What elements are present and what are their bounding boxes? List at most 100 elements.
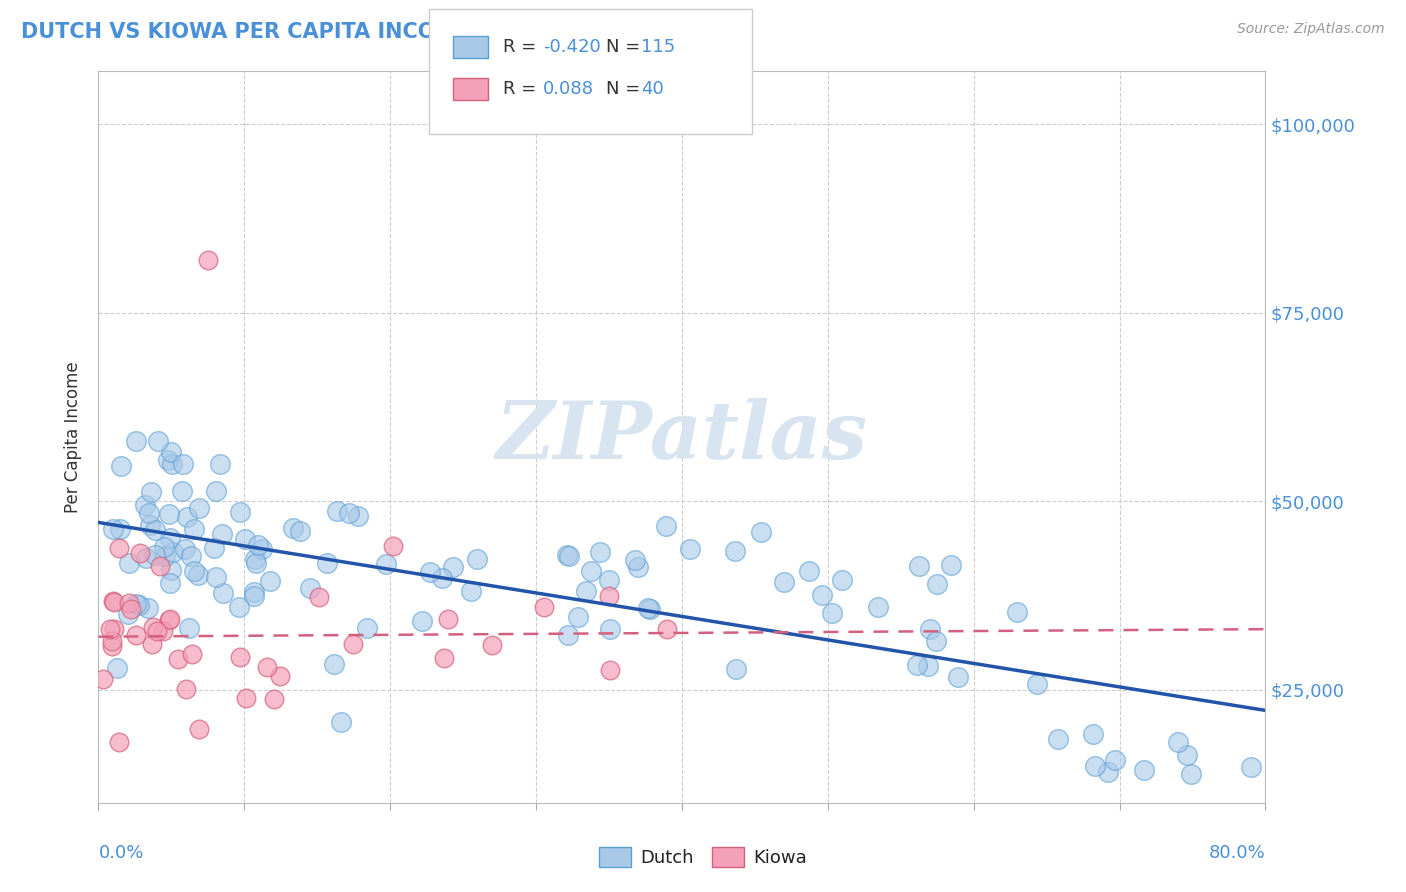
Point [245, 557, 267, 571]
Point [1104, 753, 1126, 767]
Point [180, 549, 202, 563]
Point [1081, 727, 1104, 741]
Point [157, 507, 180, 521]
Point [229, 649, 252, 664]
Point [157, 613, 180, 627]
Text: R =: R = [503, 38, 543, 56]
Point [298, 581, 321, 595]
Point [108, 541, 131, 555]
Point [1026, 677, 1049, 691]
Text: DUTCH VS KIOWA PER CAPITA INCOME CORRELATION CHART: DUTCH VS KIOWA PER CAPITA INCOME CORRELA… [21, 22, 727, 42]
Point [411, 614, 433, 628]
Point [821, 606, 844, 620]
Point [433, 651, 456, 665]
Text: R =: R = [503, 80, 548, 98]
Point [188, 722, 211, 736]
Point [101, 639, 124, 653]
Point [103, 622, 125, 636]
Point [437, 612, 460, 626]
Point [183, 565, 205, 579]
Point [101, 522, 124, 536]
Point [120, 602, 142, 616]
Text: 0.088: 0.088 [543, 80, 593, 98]
Point [159, 531, 181, 545]
Point [598, 589, 620, 603]
Point [157, 453, 180, 467]
Point [941, 558, 963, 572]
Point [91, 672, 114, 686]
Text: N =: N = [606, 38, 645, 56]
Point [228, 600, 250, 615]
Point [259, 574, 281, 588]
Point [346, 509, 368, 524]
Point [308, 591, 330, 605]
Point [159, 576, 181, 591]
Point [441, 559, 464, 574]
Point [797, 564, 820, 578]
Point [143, 548, 166, 562]
Point [108, 735, 131, 749]
Point [533, 600, 555, 615]
Point [638, 601, 661, 615]
Legend: Dutch, Kiowa: Dutch, Kiowa [592, 839, 814, 874]
Point [624, 553, 647, 567]
Point [1046, 732, 1069, 747]
Point [245, 551, 267, 566]
Point [1175, 748, 1198, 763]
Point [176, 510, 198, 524]
Point [1005, 605, 1028, 619]
Point [187, 567, 209, 582]
Point [1167, 735, 1189, 749]
Point [135, 551, 157, 566]
Point [125, 628, 148, 642]
Point [250, 541, 273, 556]
Point [181, 648, 204, 662]
Point [337, 506, 360, 520]
Point [247, 538, 270, 552]
Point [948, 670, 970, 684]
Point [160, 445, 183, 459]
Point [229, 506, 252, 520]
Point [197, 252, 219, 267]
Point [375, 557, 398, 571]
Point [172, 483, 194, 498]
Point [724, 543, 747, 558]
Point [598, 573, 620, 587]
Point [599, 663, 621, 677]
Point [831, 573, 853, 587]
Point [117, 607, 139, 621]
Point [143, 523, 166, 537]
Point [103, 595, 125, 609]
Text: 40: 40 [641, 80, 664, 98]
Point [174, 541, 197, 556]
Point [177, 621, 200, 635]
Point [460, 584, 482, 599]
Point [269, 669, 291, 683]
Point [1180, 767, 1202, 781]
Point [188, 501, 211, 516]
Point [322, 657, 344, 672]
Point [866, 600, 889, 615]
Point [558, 549, 581, 563]
Text: 80.0%: 80.0% [1209, 845, 1265, 863]
Point [110, 459, 132, 474]
Point [243, 589, 266, 603]
Text: -0.420: -0.420 [543, 38, 600, 56]
Point [326, 504, 349, 518]
Point [101, 633, 124, 648]
Point [160, 457, 183, 471]
Point [142, 620, 165, 634]
Point [183, 522, 205, 536]
Point [138, 507, 160, 521]
Point [1097, 765, 1119, 780]
Point [905, 658, 928, 673]
Text: N =: N = [606, 80, 645, 98]
Point [153, 541, 176, 555]
Point [655, 519, 678, 533]
Point [1240, 760, 1263, 774]
Point [152, 624, 174, 638]
Point [235, 690, 257, 705]
Point [567, 609, 589, 624]
Point [105, 661, 128, 675]
Text: Source: ZipAtlas.com: Source: ZipAtlas.com [1237, 22, 1385, 37]
